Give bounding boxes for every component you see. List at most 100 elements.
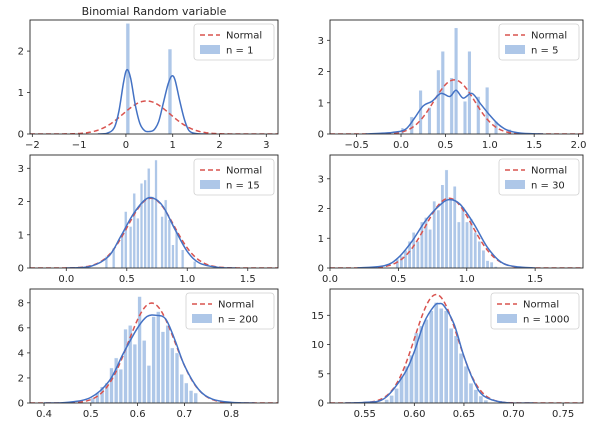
hist-bar [448,199,453,268]
x-tick-label: 0.5 [83,409,99,420]
hist-bar [462,100,468,134]
hist-bar [415,240,420,268]
x-tick-label: 0.65 [453,409,475,420]
x-tick-label: 1.5 [526,140,542,151]
hist-bar [136,217,140,268]
hist-bar [443,310,449,403]
hist-bar [473,389,479,403]
axes-frame [29,288,279,404]
legend-hist-label: n = 1 [226,46,253,57]
x-tick-label: 1.0 [459,274,475,285]
hist-bar [463,365,469,403]
hist-bar [128,226,133,268]
hist-bar [407,240,412,268]
x-tick-label: 0.55 [354,409,376,420]
legend-hist-swatch [200,180,220,189]
hist-bar [477,240,482,268]
y-tick-label: 3 [318,174,324,185]
hist-bar [424,319,429,403]
hist-bar [171,244,175,268]
axes-frame [329,154,584,269]
y-tick-label: 8 [18,298,24,309]
y-tick-label: 0 [318,264,324,275]
legend-normal-label: Normal [531,166,567,177]
hist-bar [469,218,474,268]
hist-bar [444,169,449,268]
legend-hist-swatch [505,180,525,189]
x-tick-label: 0.5 [437,140,453,151]
y-tick-label: 2 [18,373,24,384]
x-tick-label: 0.6 [130,409,146,420]
hist-bar [170,347,175,403]
hist-bar [128,325,133,403]
y-tick-label: 10 [311,340,324,351]
hist-bar [436,69,441,134]
hist-bar [438,308,444,403]
x-tick-label: 0.0 [393,140,409,151]
x-tick-label: 0.5 [119,274,135,285]
x-tick-label: 0.4 [36,409,52,420]
hist-bar [124,211,128,268]
hist-bar [483,399,489,403]
legend-hist-swatch [200,45,220,54]
hist-bar [436,209,441,268]
legend: Normal n = 1 [193,23,275,61]
hist-bar [165,325,170,403]
hist-bar [449,77,454,134]
hist-bar [478,395,484,403]
y-tick-label: 1 [18,230,24,241]
legend: Normal n = 1000 [490,292,580,330]
legend: Normal n = 200 [185,292,275,330]
legend: Normal n = 15 [193,158,275,196]
x-tick-label: 0.75 [552,409,574,420]
x-tick-label: 0.70 [502,409,524,420]
hist-bar [452,185,457,268]
hist-bar [167,219,171,268]
legend-hist-swatch [192,314,212,323]
hist-bar [389,395,394,403]
x-tick-label: 0.60 [403,409,425,420]
hist-bar [399,375,404,403]
y-tick-label: 0 [18,130,24,141]
axes-frame [29,19,279,135]
y-tick-label: 0 [318,130,324,141]
hist-bar [160,216,164,268]
hist-bar [428,229,433,268]
hist-bar [160,331,166,403]
hist-bar [146,365,152,403]
x-tick-label: 1 [170,140,176,151]
hist-bar [394,388,399,403]
hist-bar [432,200,437,268]
y-tick-label: 0 [318,399,324,410]
x-tick-label: 0.5 [390,274,406,285]
x-tick-label: 3 [263,140,269,151]
hist-bar [132,192,136,268]
hist-bar [454,27,459,134]
hist-bar [150,196,155,268]
y-tick-label: 3 [18,164,24,175]
kde-curve [344,302,534,403]
kde-curve [97,68,206,134]
hist-bar [489,261,494,268]
y-tick-label: 0 [18,264,24,275]
x-tick-label: 0.7 [176,409,192,420]
hist-bar [427,107,432,134]
hist-bar [174,231,179,268]
subplot-5: 0.4 0.5 0.6 0.7 0.8 0 2 4 6 8 Normal n = 200 [18,288,279,420]
hist-bar [419,325,424,403]
hist-bar [403,249,408,268]
hist-bar [440,184,445,268]
y-tick-label: 2 [18,197,24,208]
hist-bar [156,311,161,403]
hist-bar [142,340,147,403]
legend-normal-label: Normal [226,166,262,177]
hist-bar [384,399,389,403]
legend-hist-label: n = 200 [218,315,258,326]
hist-bar [125,23,131,134]
hist-bar [481,249,486,268]
hist-bar [465,221,469,268]
x-tick-label: −2 [25,140,40,151]
hist-bar [132,343,138,403]
hist-bar [147,168,151,268]
